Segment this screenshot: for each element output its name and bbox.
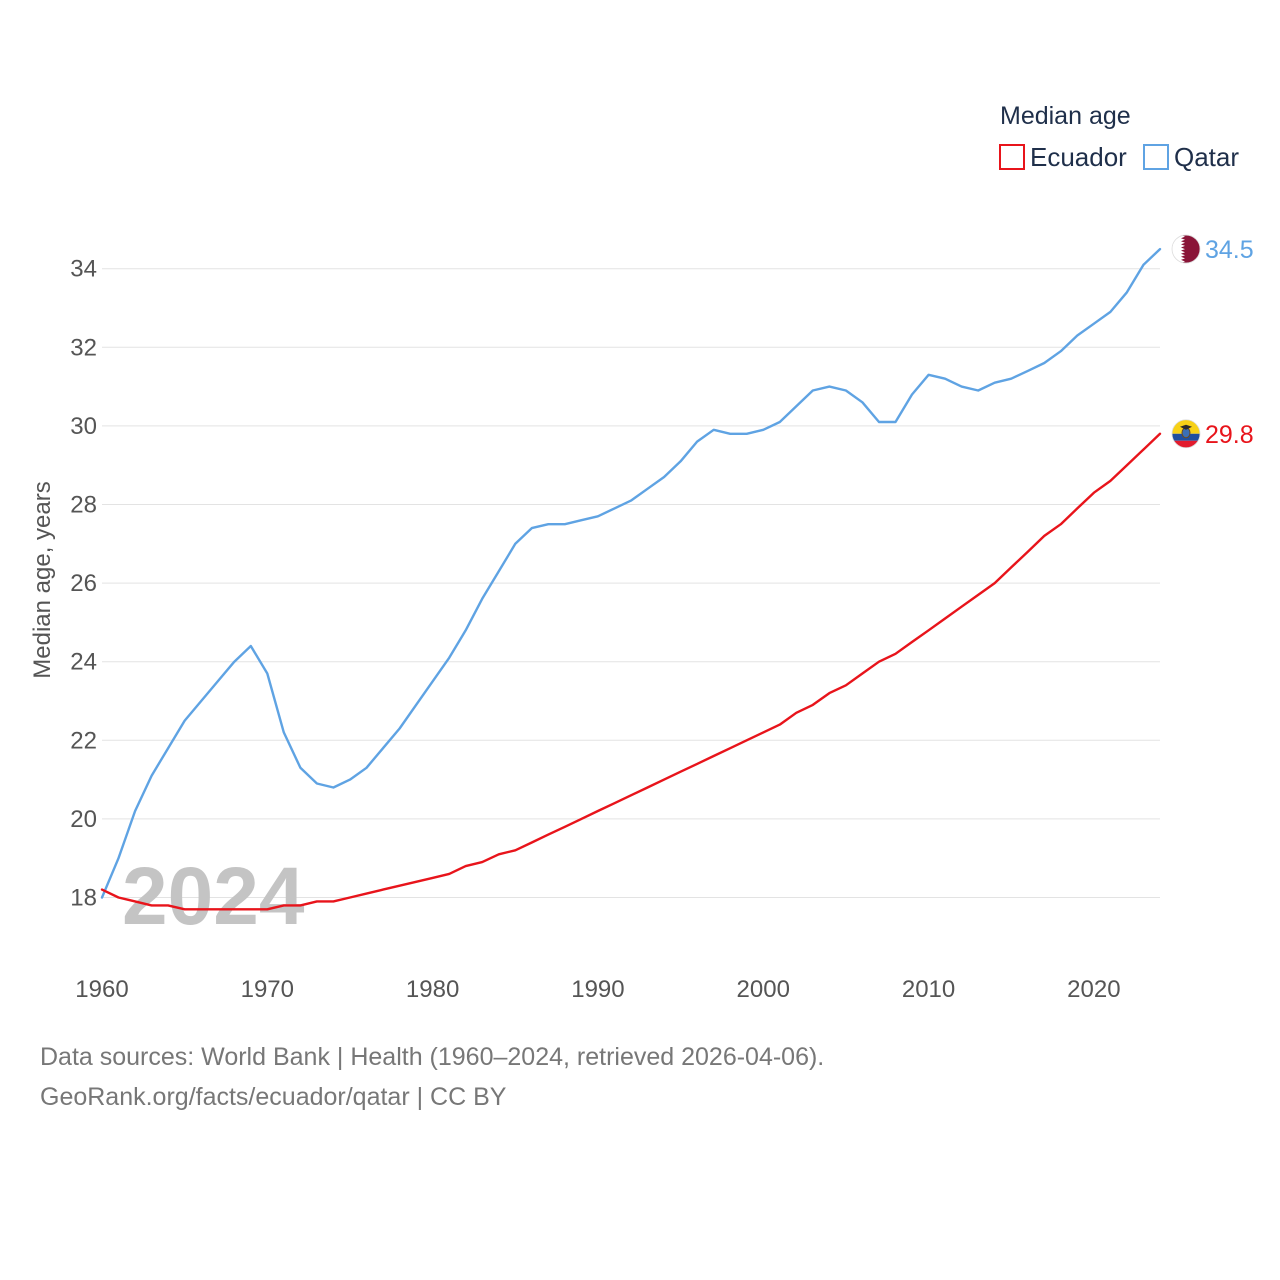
y-axis-label: Median age, years [29, 481, 56, 678]
legend-item-qatar[interactable]: Qatar [1143, 142, 1239, 172]
qatar-flag-icon [1171, 234, 1201, 264]
legend-swatch-ecuador [999, 144, 1025, 170]
series-lines [100, 247, 1162, 911]
y-tick-label-28: 28 [70, 492, 97, 519]
series-line-qatar [100, 247, 1162, 899]
y-tick-label-34: 34 [70, 256, 97, 283]
y-axis-ticks: 18 20 22 24 26 28 30 32 34 [70, 256, 97, 912]
year-watermark: 2024 [122, 851, 305, 942]
series-line-ecuador [100, 432, 1162, 911]
end-label-qatar: 34.5 [1205, 236, 1254, 264]
y-tick-label-24: 24 [70, 649, 97, 676]
y-tick-label-30: 30 [70, 413, 97, 440]
y-tick-label-26: 26 [70, 570, 97, 597]
legend-label-qatar: Qatar [1174, 142, 1239, 172]
ecuador-flag-icon [1171, 419, 1201, 449]
legend-item-ecuador[interactable]: Ecuador [999, 142, 1127, 172]
legend-title: Median age [1000, 102, 1131, 130]
data-sources-note: Data sources: World Bank | Health (1960–… [40, 1043, 825, 1071]
end-label-ecuador: 29.8 [1205, 421, 1254, 449]
series-end-labels: 34.5 29.8 [1171, 234, 1254, 449]
x-axis-ticks: 1960 1970 1980 1990 2000 2010 2020 [75, 976, 1120, 1003]
x-tick-label-1970: 1970 [241, 976, 294, 1003]
x-tick-label-1960: 1960 [75, 976, 128, 1003]
y-tick-label-32: 32 [70, 334, 97, 361]
median-age-chart: 18 20 22 24 26 28 30 32 34 1960 1970 1980 1990 2000 2… [29, 102, 1254, 1003]
attribution-link[interactable]: GeoRank.org/facts/ecuador/qatar | CC BY [40, 1083, 507, 1111]
legend-swatch-qatar [1143, 144, 1169, 170]
legend-label-ecuador: Ecuador [1030, 142, 1127, 172]
x-tick-label-2020: 2020 [1067, 976, 1120, 1003]
legend: Median age Ecuador Qatar [999, 102, 1239, 172]
y-tick-label-22: 22 [70, 727, 97, 754]
grid-lines [102, 268, 1160, 898]
y-tick-label-18: 18 [70, 885, 97, 912]
x-tick-label-2010: 2010 [902, 976, 955, 1003]
x-tick-label-2000: 2000 [737, 976, 790, 1003]
y-tick-label-20: 20 [70, 806, 97, 833]
x-tick-label-1990: 1990 [571, 976, 624, 1003]
x-tick-label-1980: 1980 [406, 976, 459, 1003]
